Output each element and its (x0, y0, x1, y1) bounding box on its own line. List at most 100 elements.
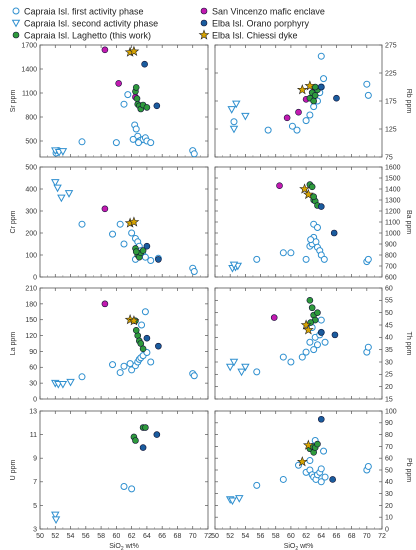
point-orano (317, 83, 325, 91)
panel-mid2-left: 0 30 60 90 120 150 180 210 La ppm (10, 285, 209, 403)
y-tick-label: 50 (385, 467, 393, 474)
x-tick-label: 68 (174, 533, 182, 540)
point-first (306, 457, 314, 465)
point-first (310, 103, 318, 111)
y-tick-label: 800 (385, 252, 397, 259)
y-tick-label: 275 (385, 42, 397, 49)
point-laghetto (314, 309, 321, 316)
y-tick-label: 1000 (385, 230, 401, 237)
point-first (132, 125, 140, 133)
y-axis-label: U ppm (10, 460, 17, 481)
point-laghetto (142, 424, 149, 431)
legend-label-1: Capraia Isl. second activity phase (24, 19, 158, 29)
point-first (313, 224, 321, 231)
point-sanvincenzo (101, 300, 109, 308)
y-tick-label: 50 (385, 310, 393, 317)
y-tick-label: 225 (385, 70, 397, 77)
point-first (364, 343, 372, 351)
y-axis-label: Rb ppm (405, 89, 412, 114)
point-first (317, 316, 325, 324)
point-first (293, 126, 301, 134)
plot-frame (39, 166, 209, 278)
point-orano (141, 60, 148, 68)
point-orano (153, 431, 161, 438)
y-tick-label: 5 (33, 503, 37, 510)
y-tick-label: 11 (30, 432, 37, 439)
point-laghetto (311, 92, 319, 99)
y-tick-label: 1200 (385, 208, 401, 215)
point-first (279, 249, 287, 257)
point-first (141, 308, 149, 316)
point-sanvincenzo (270, 314, 278, 321)
point-first (190, 372, 198, 380)
point-chiessi (302, 324, 314, 335)
point-first (190, 268, 198, 275)
point-first (253, 255, 261, 263)
point-second (58, 148, 68, 156)
point-first (147, 358, 155, 366)
x-tick-label: 50 (211, 533, 219, 540)
point-first (78, 220, 86, 228)
point-sanvincenzo (295, 108, 302, 116)
point-laghetto (308, 183, 316, 191)
point-second (229, 358, 239, 367)
point-first (317, 465, 325, 473)
legend-label-0: Capraia Isl. first activity phase (24, 7, 144, 17)
y-tick-label: 210 (25, 285, 37, 292)
y-tick-label: 70 (385, 444, 393, 451)
y-tick-label: 100 (25, 252, 37, 259)
y-tick-label: 500 (25, 164, 37, 171)
y-tick-label: 90 (29, 349, 37, 356)
y-tick-label: 300 (25, 208, 37, 215)
y-tick-label: 45 (385, 322, 393, 329)
point-sanvincenzo (101, 205, 109, 213)
point-second (235, 495, 244, 503)
point-orano (317, 415, 325, 423)
y-tick-label: 35 (385, 347, 393, 354)
legend-label-4: Elba Isl. Orano porphyry (212, 19, 310, 29)
point-first (112, 139, 120, 147)
y-axis-label: Cr ppm (10, 210, 17, 233)
x-tick-label: 56 (257, 533, 265, 540)
point-orano (155, 342, 162, 350)
point-first (307, 236, 315, 244)
plot-frame (214, 166, 383, 278)
point-second (64, 190, 74, 198)
x-tick-label: 52 (226, 533, 234, 540)
point-first (109, 361, 117, 369)
y-tick-label: 10 (385, 515, 393, 522)
y-tick-label: 0 (385, 526, 389, 533)
point-first (120, 100, 128, 108)
legend-marker-0 (12, 7, 20, 15)
point-orano (329, 476, 336, 483)
point-orano (155, 256, 162, 263)
point-first (253, 368, 261, 376)
point-chiessi (128, 45, 140, 56)
point-first (321, 338, 329, 346)
y-tick-label: 175 (385, 98, 397, 105)
point-first (120, 362, 128, 370)
y-tick-label: 3 (33, 526, 37, 533)
panel-top-right: 75 125 175 225 275 Rb ppm (214, 42, 412, 161)
legend-marker-2 (12, 31, 20, 39)
point-laghetto (314, 440, 321, 448)
y-tick-label: 1600 (385, 164, 401, 171)
point-first (279, 353, 287, 361)
x-tick-label: 72 (204, 533, 212, 540)
point-laghetto (132, 437, 139, 444)
x-tick-label: 50 (36, 533, 44, 540)
legend: Capraia Isl. first activity phase Capraia… (11, 7, 325, 41)
y-axis-label: Th ppm (405, 332, 412, 356)
point-first (78, 138, 86, 146)
point-sanvincenzo (283, 114, 291, 122)
y-tick-label: 13 (29, 408, 37, 415)
point-chiessi (296, 84, 308, 95)
point-first (288, 122, 296, 130)
point-first (128, 485, 136, 493)
x-tick-label: 70 (363, 533, 371, 540)
y-tick-label: 1100 (385, 219, 400, 226)
y-tick-label: 150 (25, 317, 37, 324)
y-tick-label: 60 (29, 365, 37, 372)
point-orano (317, 329, 325, 336)
x-tick-label: 70 (189, 533, 197, 540)
